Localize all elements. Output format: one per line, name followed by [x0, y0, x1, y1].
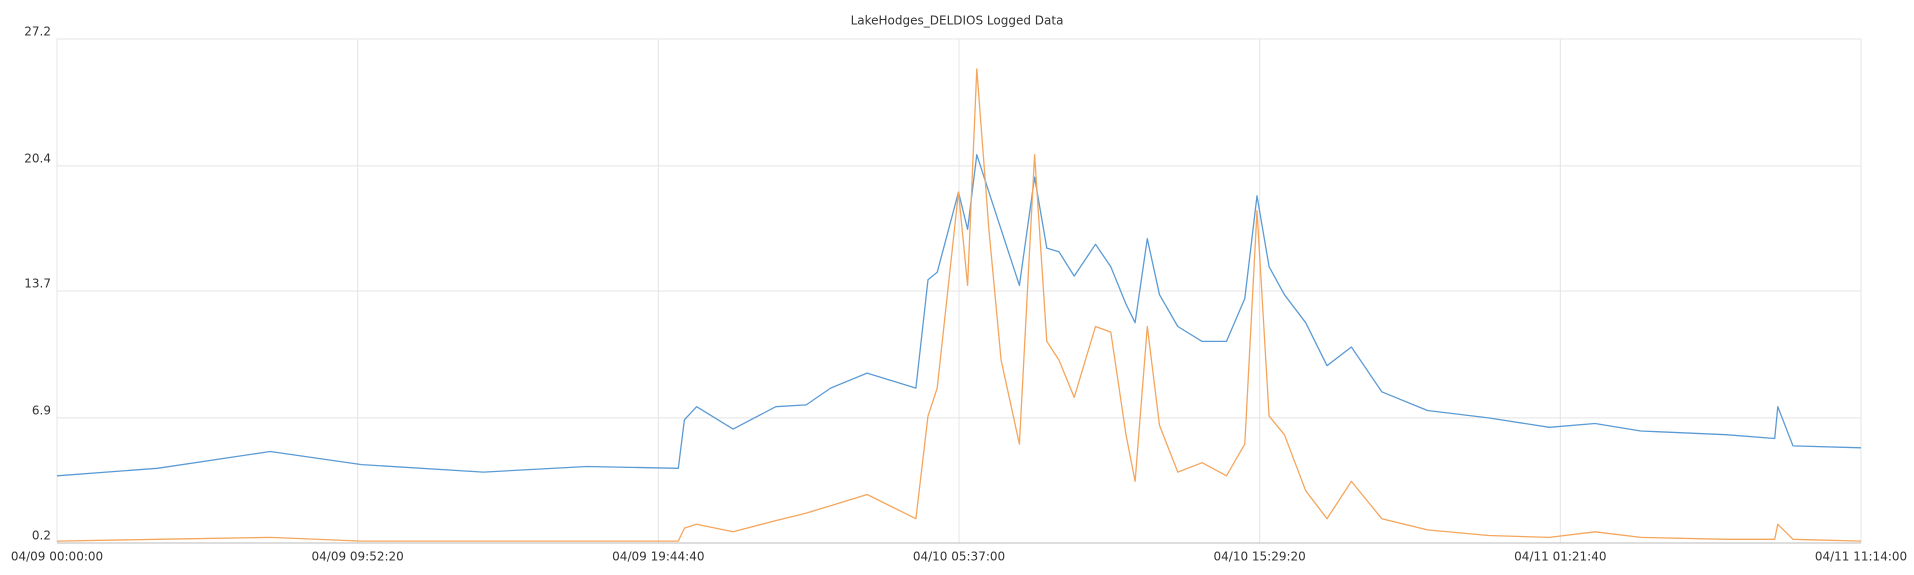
x-tick-label: 04/11 01:21:40 [1514, 550, 1606, 564]
chart-title: LakeHodges_DELDIOS Logged Data [851, 14, 1064, 28]
series-line [56, 154, 1862, 477]
y-tick-label: 20.4 [24, 151, 51, 165]
x-tick-label: 04/09 09:52:20 [312, 550, 404, 564]
x-tick-label: 04/11 11:14:00 [1815, 550, 1907, 564]
x-tick-label: 04/10 15:29:20 [1214, 550, 1306, 564]
series-line [56, 68, 1862, 542]
y-tick-label: 27.2 [24, 25, 51, 39]
x-tick-label: 04/10 05:37:00 [913, 550, 1005, 564]
x-tick-label: 04/09 19:44:40 [612, 550, 704, 564]
x-tick-label: 04/09 00:00:00 [11, 550, 103, 564]
y-tick-label: 13.7 [24, 277, 51, 291]
y-tick-label: 0.2 [32, 529, 51, 543]
y-tick-label: 6.9 [32, 403, 51, 417]
